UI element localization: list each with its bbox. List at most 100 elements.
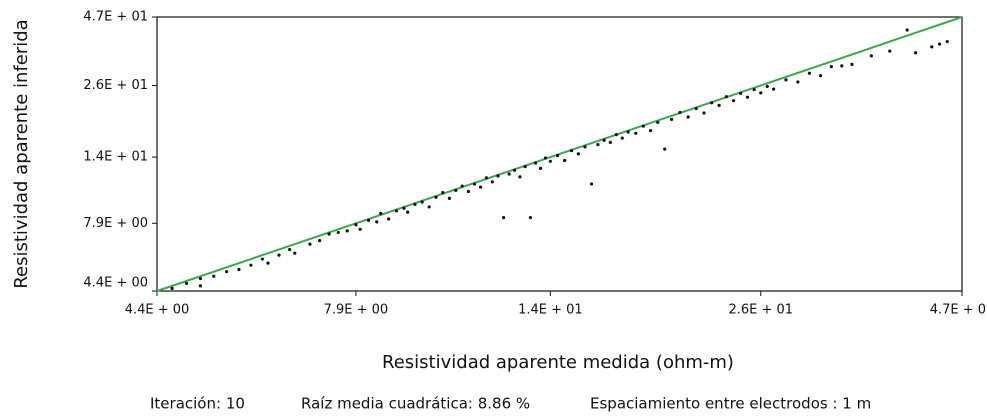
spacing: Espaciamiento entre electrodos : 1 m	[590, 395, 871, 413]
point	[472, 182, 477, 186]
point	[277, 253, 281, 257]
point	[447, 196, 451, 200]
x-axis-label: Resistividad aparente medida (ohm-m)	[382, 352, 734, 373]
point	[354, 223, 358, 227]
point	[502, 215, 506, 220]
point	[583, 145, 587, 149]
point	[387, 217, 391, 221]
point	[327, 232, 331, 236]
point	[454, 188, 458, 192]
point	[266, 261, 270, 265]
point	[533, 161, 538, 165]
point	[888, 49, 892, 53]
point	[731, 99, 736, 103]
point	[913, 51, 918, 55]
point	[538, 166, 543, 170]
x-tick-label: 1.4E + 01	[518, 303, 583, 318]
point	[905, 28, 909, 32]
point	[375, 220, 379, 224]
point	[869, 54, 873, 58]
point	[478, 185, 483, 189]
plot-frame	[156, 16, 963, 292]
point	[420, 200, 424, 204]
point	[614, 133, 618, 137]
point	[225, 270, 229, 274]
point	[670, 117, 674, 121]
point	[413, 202, 417, 207]
point	[427, 205, 431, 209]
point	[724, 95, 729, 99]
point	[772, 87, 776, 91]
point	[434, 195, 438, 199]
point	[394, 209, 399, 213]
x-tick-label: 2.6E + 01	[728, 303, 793, 318]
y-tick-label: 2.6E + 01	[83, 78, 148, 93]
point	[293, 251, 297, 255]
point	[249, 263, 253, 267]
point	[260, 257, 265, 261]
point	[496, 174, 500, 178]
point	[759, 91, 763, 95]
point	[336, 230, 340, 235]
point	[406, 210, 410, 214]
point	[850, 62, 854, 66]
point	[523, 164, 527, 169]
point	[184, 281, 189, 285]
point	[288, 247, 292, 252]
point	[212, 274, 216, 278]
point	[678, 110, 682, 115]
point	[318, 239, 322, 243]
point	[745, 95, 750, 99]
y-tick-label: 4.4E + 00	[83, 276, 148, 291]
point	[620, 136, 624, 140]
point	[596, 142, 600, 147]
point	[710, 101, 714, 105]
point	[198, 276, 203, 281]
y-tick-label: 4.7E + 01	[83, 10, 148, 25]
y-axis-label: Resistividad aparente inferida	[11, 19, 32, 288]
point	[634, 131, 638, 135]
point	[543, 156, 548, 160]
point	[358, 227, 362, 231]
point	[460, 184, 464, 188]
point	[752, 87, 756, 92]
y-tick-label: 1.4E + 01	[83, 150, 148, 165]
point	[366, 218, 371, 223]
point	[702, 111, 706, 115]
point	[648, 129, 653, 133]
point	[484, 176, 489, 180]
point	[626, 130, 630, 134]
point	[576, 152, 580, 156]
x-tick-label: 4.4E + 00	[125, 303, 190, 318]
point	[686, 115, 690, 119]
point	[345, 229, 349, 233]
point	[466, 189, 471, 194]
point	[656, 120, 660, 124]
point	[379, 211, 383, 216]
point	[807, 71, 812, 75]
identity-line	[156, 16, 963, 292]
point	[608, 140, 612, 144]
point	[528, 215, 532, 220]
y-tick-label: 7.9E + 00	[83, 216, 148, 231]
point	[512, 168, 517, 172]
point	[308, 242, 312, 246]
point	[930, 45, 934, 49]
point	[589, 182, 594, 186]
point	[641, 124, 645, 128]
point	[518, 175, 522, 179]
point	[945, 39, 949, 44]
point	[717, 103, 721, 107]
rms: Raíz media cuadrática: 8.86 %	[301, 395, 530, 413]
point	[663, 147, 667, 151]
point	[490, 180, 494, 184]
point	[738, 91, 743, 95]
point	[555, 153, 560, 158]
point	[602, 138, 606, 142]
point	[548, 159, 552, 163]
point	[765, 84, 769, 88]
point	[784, 78, 788, 82]
x-tick-label: 7.9E + 00	[324, 303, 389, 318]
